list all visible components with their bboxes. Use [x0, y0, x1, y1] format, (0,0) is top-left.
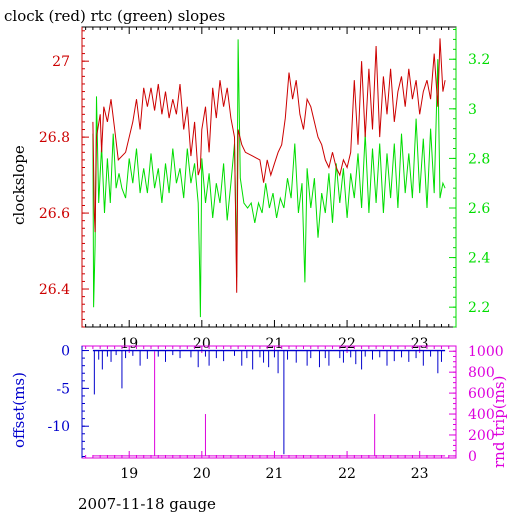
- offset-axis-label: offset(ms): [10, 372, 28, 448]
- clockslope-y-tick-label: 27: [52, 54, 70, 70]
- rtc-y-tick-label: 3.2: [468, 52, 490, 68]
- offset-x-tick-label: 19: [120, 466, 138, 482]
- offset-y-tick-label: 0: [61, 344, 70, 360]
- offset-plot: 0 -5 -10 0 200 400 600 800 1000 19 20 21 22 23 offs…: [10, 344, 508, 482]
- rtc-series-line: [92, 39, 446, 318]
- roundtrip-y-tick-label: 400: [468, 407, 495, 423]
- slopes-x-tick-label: 19: [120, 336, 138, 352]
- clock-series-line: [92, 38, 446, 293]
- offset-x-tick-label: 23: [411, 466, 429, 482]
- rtc-y-tick-label: 2.4: [468, 251, 490, 267]
- slopes-x-tick-label: 20: [193, 336, 211, 352]
- roundtrip-y-tick-label: 0: [468, 449, 477, 465]
- offset-x-tick-label: 22: [338, 466, 356, 482]
- clockslope-axis-label: clockslope: [10, 145, 28, 225]
- clockslope-y-tick-label: 26.8: [39, 130, 70, 146]
- slopes-x-tick-label: 22: [338, 336, 356, 352]
- offset-x-tick-label: 20: [193, 466, 211, 482]
- roundtrip-y-tick-label: 200: [468, 428, 495, 444]
- offset-y-tick-label: -10: [47, 419, 70, 435]
- slopes-x-tick-label: 21: [266, 336, 284, 352]
- chart-title: clock (red) rtc (green) slopes: [4, 7, 225, 25]
- rtc-y-tick-label: 2.6: [468, 201, 490, 217]
- roundtrip-y-tick-label: 1000: [468, 344, 504, 360]
- rtc-y-tick-label: 2.8: [468, 151, 490, 167]
- offset-y-tick-label: -5: [56, 381, 70, 397]
- footer-caption: 2007-11-18 gauge: [78, 495, 216, 512]
- round-trip-axis-label: rnd trip(ms): [490, 376, 508, 468]
- roundtrip-y-tick-label: 800: [468, 365, 495, 381]
- slopes-x-tick-label: 23: [411, 336, 429, 352]
- rtc-y-tick-label: 2.2: [468, 300, 490, 316]
- clockslope-y-tick-label: 26.4: [39, 282, 70, 298]
- offset-x-tick-label: 21: [266, 466, 284, 482]
- clockslope-y-tick-label: 26.6: [39, 206, 70, 222]
- slopes-plot: 26.4 26.6 26.8 27 2.2 2.4 2.6 2.8 3 3.2 19 20 21 22…: [10, 26, 490, 352]
- rtc-y-tick-label: 3: [468, 102, 477, 118]
- roundtrip-y-tick-label: 600: [468, 386, 495, 402]
